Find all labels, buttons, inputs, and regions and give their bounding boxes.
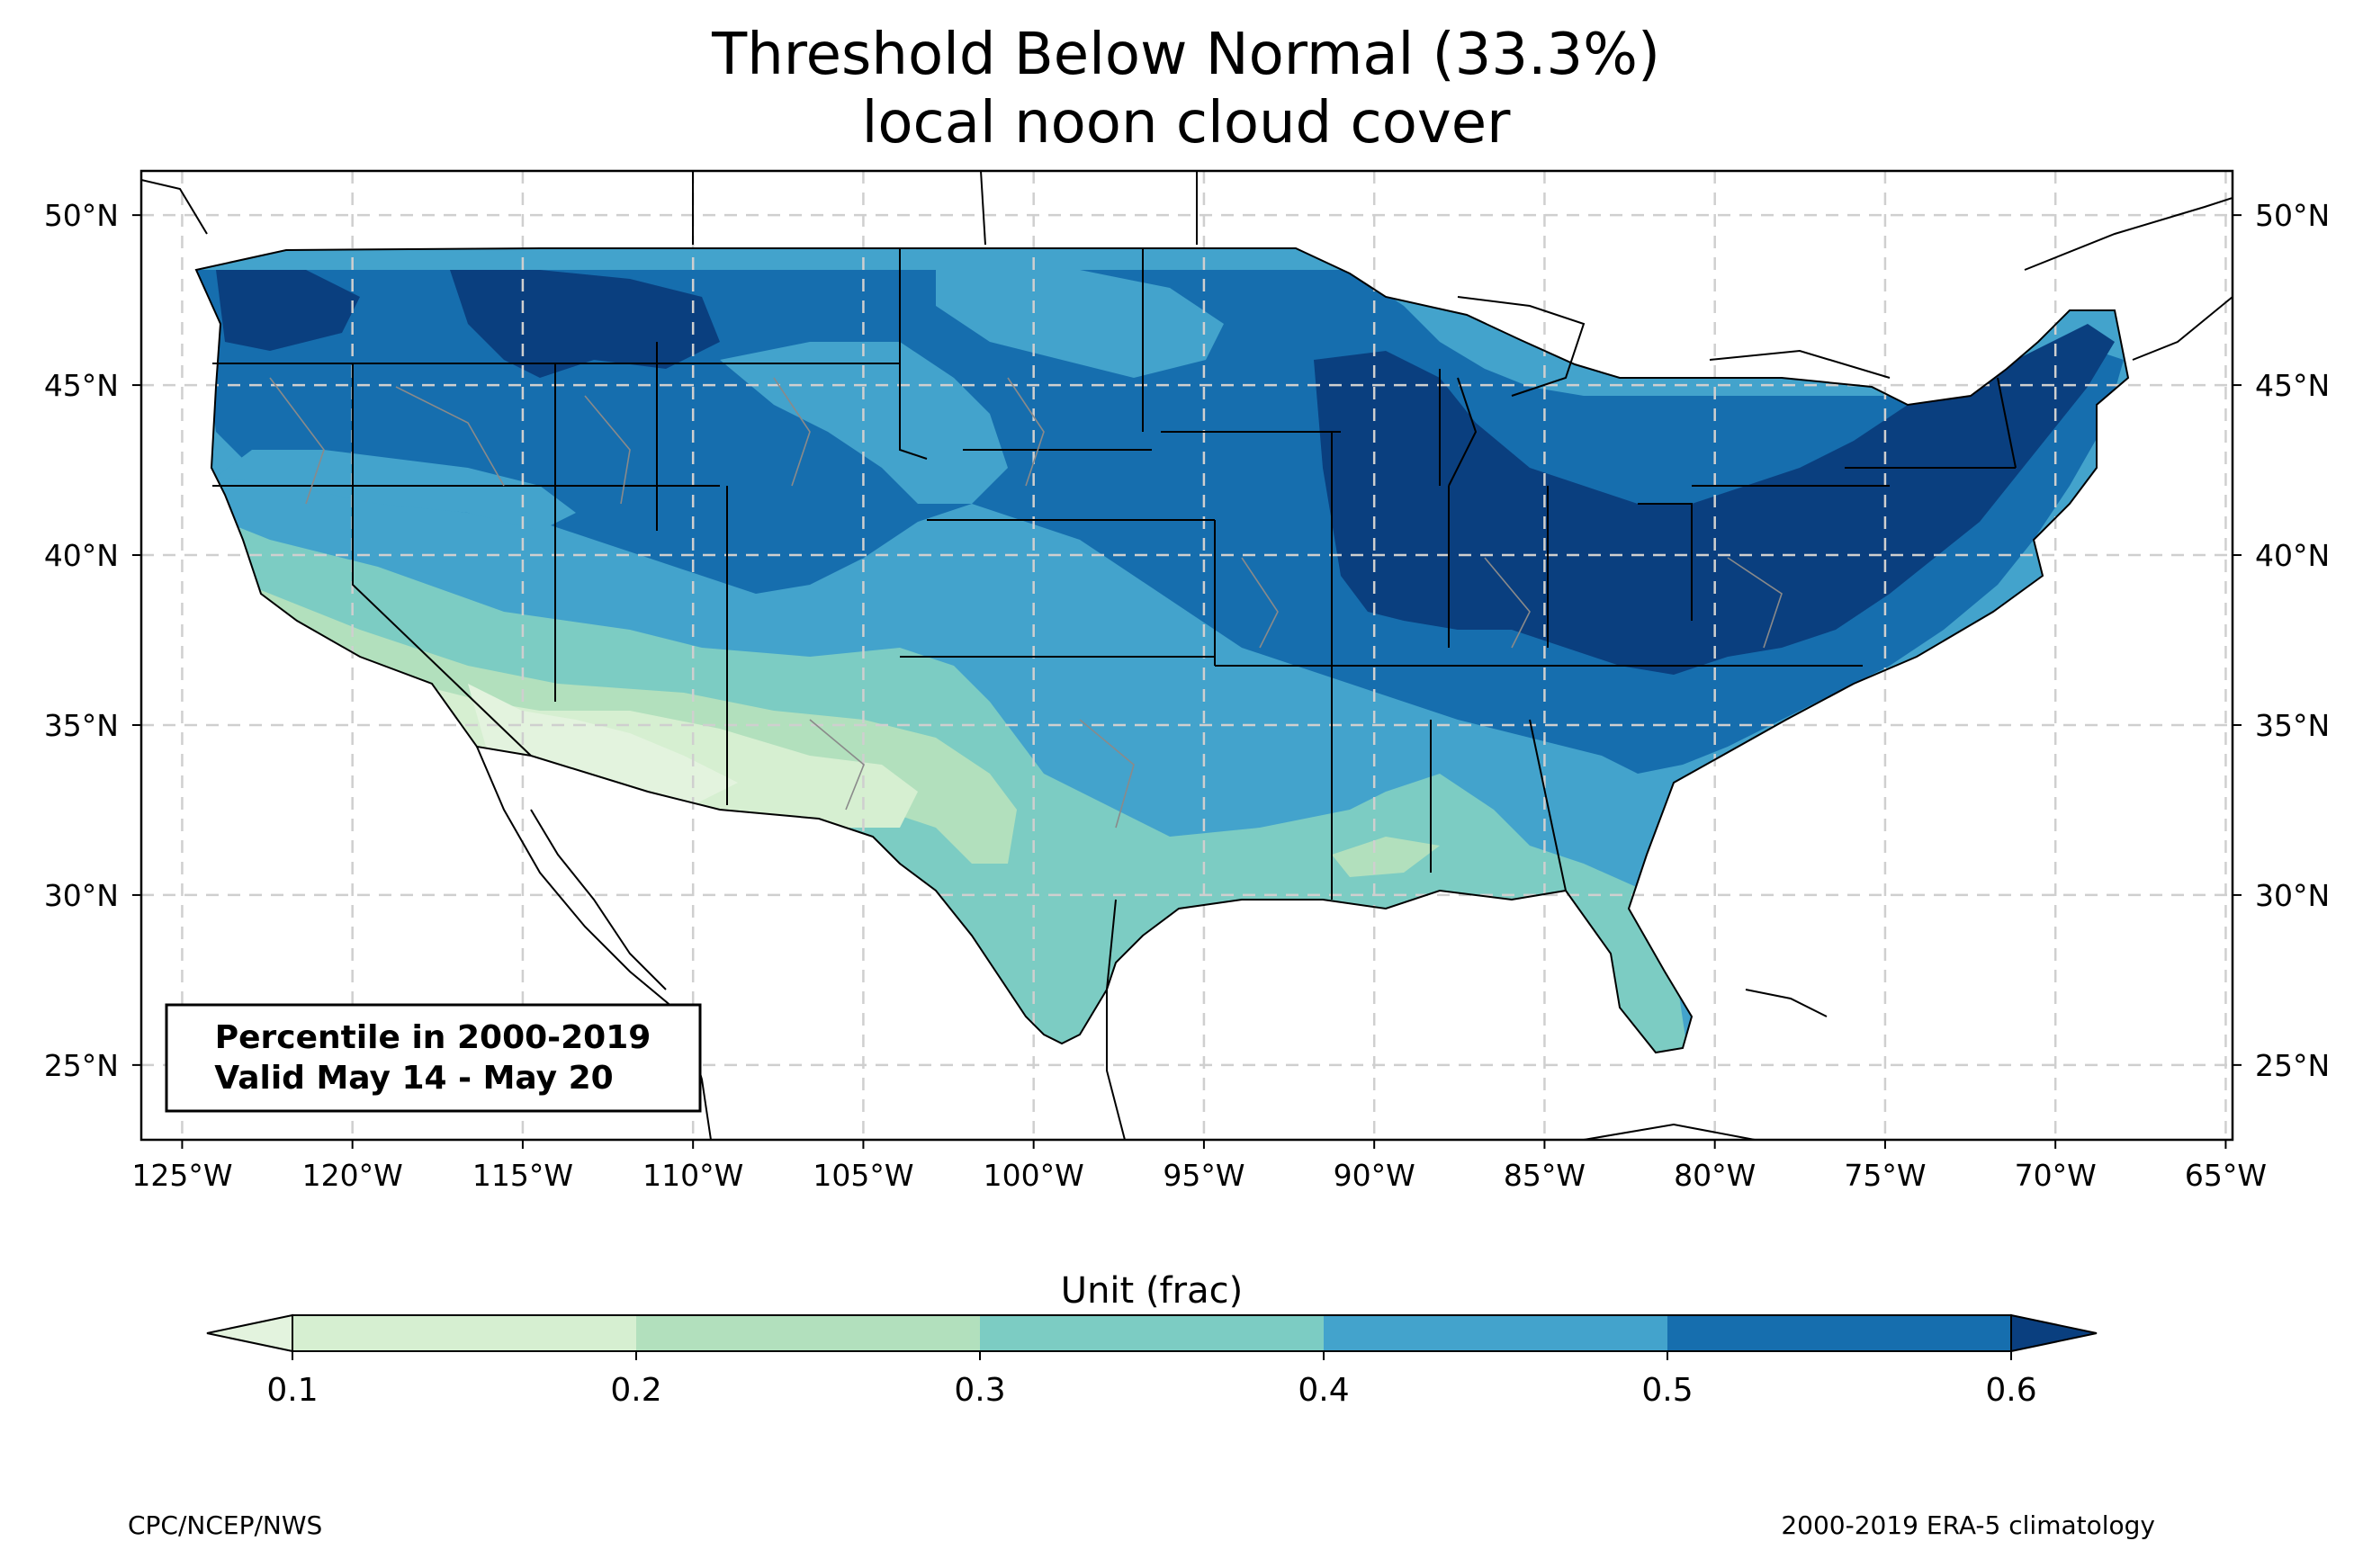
latitude-tick-labels-left: 25°N 30°N 35°N 40°N 45°N 50°N bbox=[44, 198, 141, 1083]
lat-tick-label-left: 45°N bbox=[44, 368, 119, 403]
info-box: Percentile in 2000-2019 Valid May 14 - M… bbox=[165, 1003, 702, 1113]
lat-tick-label-right: 50°N bbox=[2255, 198, 2330, 233]
contour-above-0.6-nw bbox=[216, 270, 360, 351]
map-gridlines bbox=[141, 171, 2233, 1140]
lon-tick-label: 125°W bbox=[131, 1158, 232, 1193]
lon-tick-label: 70°W bbox=[2015, 1158, 2097, 1193]
colorbar-tick-label: 0.1 bbox=[266, 1372, 318, 1409]
colorbar-segment bbox=[980, 1315, 1324, 1351]
info-box-line-1: Percentile in 2000-2019 bbox=[215, 1019, 651, 1056]
lat-tick-label-right: 25°N bbox=[2255, 1048, 2330, 1083]
lat-tick-label-right: 45°N bbox=[2255, 368, 2330, 403]
lon-tick-label: 105°W bbox=[813, 1158, 913, 1193]
colorbar-segment bbox=[1324, 1315, 1667, 1351]
lon-tick-label: 65°W bbox=[2185, 1158, 2267, 1193]
lat-tick-label-left: 50°N bbox=[44, 198, 119, 233]
lon-tick-label: 110°W bbox=[642, 1158, 743, 1193]
title-line-2: local noon cloud cover bbox=[862, 90, 1512, 157]
colorbar-tick-label: 0.4 bbox=[1298, 1372, 1349, 1409]
contour-0.4-0.5-west bbox=[216, 450, 576, 531]
lat-tick-label-right: 30°N bbox=[2255, 878, 2330, 913]
lat-tick-label-right: 40°N bbox=[2255, 538, 2330, 573]
contour-0.4-0.5-plains bbox=[720, 342, 1008, 504]
colorbar-tick-label: 0.5 bbox=[1641, 1372, 1693, 1409]
longitude-tick-labels: 125°W 120°W 115°W 110°W 105°W 100°W 95°W 90°W 85… bbox=[131, 1140, 2267, 1193]
county-lines bbox=[269, 377, 1783, 829]
colorbar-extend-high bbox=[2010, 1313, 2098, 1353]
lat-tick-label-left: 35°N bbox=[44, 708, 119, 743]
lon-tick-label: 85°W bbox=[1504, 1158, 1586, 1193]
contour-0.2-0.3-se bbox=[1332, 837, 1440, 877]
colorbar-extend-low bbox=[206, 1313, 293, 1353]
lon-tick-label: 75°W bbox=[1844, 1158, 1926, 1193]
lon-tick-label: 80°W bbox=[1674, 1158, 1756, 1193]
map-area bbox=[141, 171, 2233, 1140]
map-frame bbox=[139, 169, 2234, 1142]
lon-tick-label: 115°W bbox=[472, 1158, 573, 1193]
contour-0.4-0.5-dakotas bbox=[936, 270, 1224, 378]
colorbar-segment bbox=[1667, 1315, 2011, 1351]
colorbar-tick-label: 0.3 bbox=[954, 1372, 1005, 1409]
colorbar-title: Unit (frac) bbox=[1061, 1270, 1243, 1312]
contour-above-0.6-idaho bbox=[450, 270, 720, 378]
cloud-cover-contours bbox=[196, 248, 2128, 1053]
info-box-line-2: Valid May 14 - May 20 bbox=[214, 1060, 613, 1097]
lon-tick-label: 100°W bbox=[984, 1158, 1084, 1193]
colorbar-outline bbox=[292, 1314, 2012, 1352]
lon-tick-label: 90°W bbox=[1334, 1158, 1415, 1193]
colorbar: 0.1 0.2 0.3 0.4 0.5 0.6 bbox=[206, 1313, 2098, 1409]
lat-tick-label-left: 25°N bbox=[44, 1048, 119, 1083]
credit-left: CPC/NCEP/NWS bbox=[128, 1510, 322, 1540]
lat-tick-label-left: 30°N bbox=[44, 878, 119, 913]
title-line-1: Threshold Below Normal (33.3%) bbox=[711, 22, 1660, 88]
credit-right: 2000-2019 ERA-5 climatology bbox=[1781, 1510, 2155, 1540]
colorbar-segment bbox=[292, 1315, 636, 1351]
lon-tick-label: 120°W bbox=[302, 1158, 403, 1193]
lat-tick-label-right: 35°N bbox=[2255, 708, 2330, 743]
colorbar-tick-label: 0.2 bbox=[610, 1372, 661, 1409]
state-boundaries bbox=[212, 248, 2017, 900]
latitude-tick-labels-right: 25°N 30°N 35°N 40°N 45°N 50°N bbox=[2233, 198, 2330, 1083]
colorbar-segment bbox=[636, 1315, 980, 1351]
lat-tick-label-left: 40°N bbox=[44, 538, 119, 573]
colorbar-tick-label: 0.6 bbox=[1985, 1372, 2036, 1409]
coastlines bbox=[141, 171, 2233, 1140]
lon-tick-label: 95°W bbox=[1163, 1158, 1244, 1193]
